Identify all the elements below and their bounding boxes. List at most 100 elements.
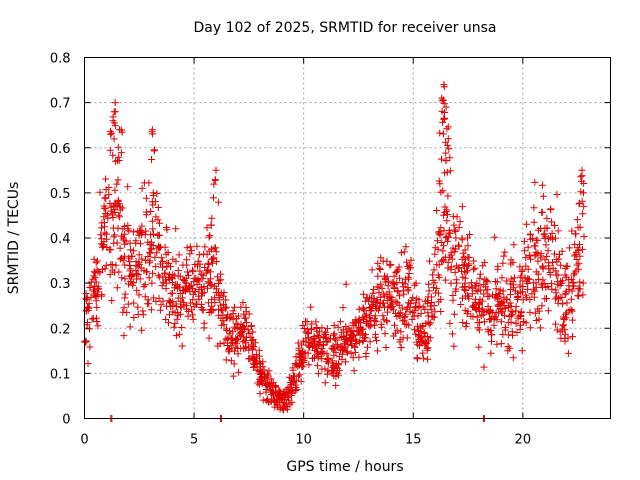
data-point xyxy=(534,257,542,265)
data-point xyxy=(153,190,161,197)
data-point xyxy=(249,328,257,336)
data-point xyxy=(156,306,164,314)
data-point xyxy=(440,109,448,116)
data-point xyxy=(229,372,237,380)
data-point xyxy=(396,274,404,282)
data-point xyxy=(360,315,368,323)
data-point xyxy=(113,284,121,292)
data-point xyxy=(579,245,586,253)
data-point xyxy=(440,242,448,250)
data-point xyxy=(189,285,197,293)
data-point xyxy=(84,303,92,311)
data-point xyxy=(314,354,322,362)
data-point xyxy=(562,289,570,297)
data-point xyxy=(441,115,449,123)
data-point xyxy=(318,345,326,352)
data-point xyxy=(149,189,157,197)
data-point xyxy=(147,208,155,215)
data-point xyxy=(220,339,228,347)
data-point xyxy=(521,247,529,255)
data-point xyxy=(438,239,446,246)
data-point xyxy=(142,208,150,216)
data-point xyxy=(98,292,105,300)
data-point xyxy=(448,255,456,263)
data-point xyxy=(132,237,140,245)
data-point xyxy=(360,305,368,313)
data-point xyxy=(227,357,235,365)
data-point xyxy=(452,227,460,235)
data-point xyxy=(452,234,460,242)
data-point xyxy=(90,255,98,263)
data-point xyxy=(127,246,135,254)
data-point xyxy=(333,340,341,348)
data-point xyxy=(443,168,451,176)
data-point xyxy=(362,350,370,357)
data-point xyxy=(106,271,114,278)
data-point xyxy=(461,274,469,282)
data-point xyxy=(240,322,248,330)
data-point xyxy=(537,281,545,289)
data-point xyxy=(519,288,526,296)
data-point xyxy=(279,390,287,398)
data-point xyxy=(452,276,460,284)
data-point xyxy=(400,290,408,298)
data-point xyxy=(139,307,147,315)
data-point xyxy=(96,269,104,277)
data-point xyxy=(406,263,414,271)
data-point xyxy=(299,322,307,329)
data-point xyxy=(538,302,546,310)
data-point xyxy=(161,243,169,251)
data-point xyxy=(117,149,125,157)
data-point xyxy=(517,272,525,280)
data-point xyxy=(298,363,306,371)
data-point xyxy=(305,329,313,337)
data-point xyxy=(226,314,234,322)
data-point xyxy=(312,318,320,326)
data-point xyxy=(507,318,515,326)
data-point xyxy=(538,262,546,270)
data-point xyxy=(436,231,444,239)
data-point xyxy=(216,340,224,348)
data-point xyxy=(488,331,496,339)
data-point xyxy=(351,336,359,344)
data-point xyxy=(102,175,110,183)
data-point xyxy=(471,282,479,290)
data-point xyxy=(421,305,429,313)
data-point xyxy=(485,292,493,300)
data-point xyxy=(343,347,351,355)
data-point xyxy=(538,208,546,216)
data-point xyxy=(518,268,526,275)
data-point xyxy=(328,357,336,365)
data-point xyxy=(136,275,144,283)
data-point xyxy=(305,361,313,369)
data-point xyxy=(113,239,121,247)
data-point xyxy=(458,267,466,275)
data-point xyxy=(200,288,208,296)
data-point xyxy=(455,223,463,231)
data-point xyxy=(316,328,324,336)
data-point xyxy=(475,343,483,351)
data-point xyxy=(501,248,509,256)
data-point xyxy=(473,313,481,321)
data-point xyxy=(135,259,143,267)
data-point xyxy=(397,344,405,352)
data-point xyxy=(577,188,585,196)
data-point xyxy=(110,135,118,143)
data-point xyxy=(576,285,584,293)
data-point xyxy=(541,295,549,303)
data-point xyxy=(336,318,344,326)
data-point xyxy=(412,299,420,307)
data-point xyxy=(459,249,467,257)
data-point xyxy=(471,264,479,272)
data-point xyxy=(378,284,386,292)
data-point xyxy=(219,292,227,300)
data-point xyxy=(374,306,382,314)
x-tick-label: 20 xyxy=(515,433,532,448)
data-point xyxy=(556,328,564,336)
data-point xyxy=(314,362,322,370)
data-point xyxy=(154,204,162,211)
data-point xyxy=(189,311,197,319)
data-point xyxy=(547,205,555,213)
data-point xyxy=(335,361,342,369)
data-point xyxy=(209,255,217,263)
